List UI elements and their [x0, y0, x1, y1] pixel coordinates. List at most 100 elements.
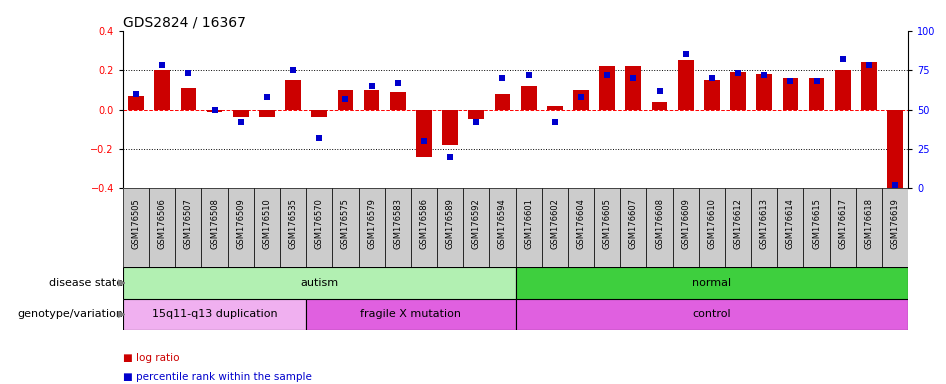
- Bar: [149, 189, 175, 267]
- Point: [181, 70, 196, 76]
- Text: control: control: [692, 310, 731, 319]
- Bar: [364, 90, 379, 109]
- Bar: [594, 189, 621, 267]
- Text: GSM176617: GSM176617: [838, 198, 848, 249]
- Bar: [568, 189, 594, 267]
- Text: normal: normal: [692, 278, 731, 288]
- Bar: [803, 189, 830, 267]
- Point: [652, 88, 667, 94]
- Text: GSM176619: GSM176619: [890, 198, 900, 249]
- Bar: [416, 109, 431, 157]
- Text: GSM176602: GSM176602: [551, 198, 559, 249]
- Bar: [437, 189, 464, 267]
- Point: [495, 75, 510, 81]
- Point: [207, 106, 222, 113]
- Bar: [778, 189, 803, 267]
- Text: GSM176605: GSM176605: [603, 198, 612, 249]
- Text: GSM176607: GSM176607: [629, 198, 638, 249]
- Text: GSM176508: GSM176508: [210, 198, 219, 249]
- Bar: [390, 92, 406, 109]
- Text: GSM176583: GSM176583: [394, 198, 402, 249]
- Bar: [830, 189, 856, 267]
- Bar: [385, 189, 411, 267]
- Point: [364, 83, 379, 89]
- Bar: [123, 299, 307, 330]
- Point: [887, 182, 902, 188]
- Text: GSM176604: GSM176604: [576, 198, 586, 249]
- Bar: [489, 189, 516, 267]
- Text: GSM176586: GSM176586: [419, 198, 429, 249]
- Bar: [207, 109, 222, 111]
- Text: GSM176592: GSM176592: [472, 198, 481, 248]
- Bar: [464, 189, 489, 267]
- Bar: [332, 189, 359, 267]
- Text: GSM176505: GSM176505: [131, 198, 141, 248]
- Text: autism: autism: [300, 278, 339, 288]
- Text: GSM176579: GSM176579: [367, 198, 377, 249]
- Text: GSM176506: GSM176506: [158, 198, 166, 249]
- Bar: [835, 70, 850, 109]
- Text: GSM176613: GSM176613: [760, 198, 769, 249]
- Bar: [286, 80, 301, 109]
- Bar: [730, 72, 745, 109]
- Text: GSM176509: GSM176509: [236, 198, 245, 248]
- Bar: [307, 189, 332, 267]
- Bar: [311, 109, 327, 118]
- Text: ■ percentile rank within the sample: ■ percentile rank within the sample: [123, 372, 312, 382]
- Point: [233, 119, 248, 125]
- Point: [259, 94, 274, 100]
- Point: [600, 72, 615, 78]
- Point: [154, 62, 170, 68]
- Bar: [154, 70, 170, 109]
- Text: GSM176535: GSM176535: [289, 198, 298, 249]
- Text: GSM176615: GSM176615: [812, 198, 821, 249]
- Bar: [521, 86, 536, 109]
- Bar: [704, 80, 720, 109]
- Text: ■ log ratio: ■ log ratio: [123, 353, 180, 363]
- Bar: [338, 90, 353, 109]
- Text: GSM176510: GSM176510: [262, 198, 272, 248]
- Point: [468, 119, 483, 125]
- Bar: [175, 189, 201, 267]
- Text: GSM176570: GSM176570: [315, 198, 324, 249]
- Point: [547, 119, 562, 125]
- Bar: [228, 189, 254, 267]
- Point: [704, 75, 719, 81]
- Point: [835, 56, 850, 62]
- Bar: [673, 189, 699, 267]
- Point: [730, 70, 745, 76]
- Bar: [129, 96, 144, 109]
- Text: fragile X mutation: fragile X mutation: [360, 310, 462, 319]
- Text: GSM176507: GSM176507: [184, 198, 193, 249]
- Bar: [882, 189, 908, 267]
- Bar: [652, 102, 667, 109]
- Bar: [573, 90, 588, 109]
- Point: [521, 72, 536, 78]
- Point: [390, 79, 405, 86]
- Bar: [699, 189, 725, 267]
- Point: [443, 154, 458, 160]
- Point: [782, 78, 797, 84]
- Bar: [542, 189, 568, 267]
- Text: genotype/variation: genotype/variation: [17, 310, 123, 319]
- Bar: [468, 109, 484, 119]
- Bar: [751, 189, 778, 267]
- Point: [311, 135, 327, 141]
- Point: [416, 138, 431, 144]
- Text: GSM176614: GSM176614: [786, 198, 795, 249]
- Bar: [600, 66, 615, 109]
- Point: [678, 51, 693, 58]
- Bar: [625, 66, 641, 109]
- Text: GSM176612: GSM176612: [733, 198, 743, 249]
- Text: GSM176608: GSM176608: [655, 198, 664, 249]
- Point: [809, 78, 824, 84]
- Bar: [887, 109, 902, 192]
- Bar: [516, 299, 908, 330]
- Bar: [861, 62, 877, 109]
- Bar: [516, 267, 908, 299]
- Bar: [254, 189, 280, 267]
- Bar: [678, 60, 693, 109]
- Bar: [809, 78, 824, 109]
- Point: [861, 62, 876, 68]
- Text: GSM176618: GSM176618: [865, 198, 873, 249]
